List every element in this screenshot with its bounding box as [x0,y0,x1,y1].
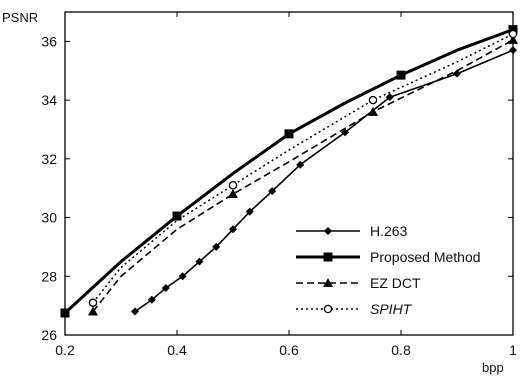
data-point-square [60,308,70,318]
data-point-circle [368,95,378,105]
y-tick-label: 34 [41,92,57,108]
y-tick-label: 36 [41,33,57,49]
legend-label: SPIHT [370,301,413,317]
series-line [92,39,514,312]
y-tick-label: 28 [41,268,57,284]
legend-label: EZ DCT [370,275,421,291]
data-point-square [396,70,406,80]
data-point-circle [228,180,238,190]
series-diamond [131,46,517,316]
data-point-triangle [368,106,378,116]
data-point-diamond [178,272,187,281]
series-triangle [88,34,518,316]
data-point-triangle [508,34,518,44]
data-point-diamond [385,93,394,102]
legend-layer: H.263 Proposed Method EZ DCT SPIHT [268,215,508,327]
series-square [60,25,518,318]
data-point-diamond [245,207,254,216]
data-point-diamond [147,295,156,304]
legend-label: Proposed Method [370,249,481,265]
data-point-diamond [229,225,237,234]
x-tick-label: 0.2 [55,342,75,358]
legend-marker-circle [323,304,333,314]
data-point-circle [508,29,518,39]
data-point-diamond [509,46,517,55]
legend-label: H.263 [370,223,408,239]
series-circle [88,29,518,307]
data-point-triangle [228,189,238,199]
legend-marker-square [323,252,333,262]
data-point-circle [88,298,98,307]
data-point-diamond [212,242,221,251]
series-line [92,33,514,304]
x-tick-label: 0.4 [167,342,187,358]
x-tick-label: 0.8 [391,342,411,358]
y-tick-label: 32 [41,151,57,167]
x-tick-label: 1 [509,342,517,358]
y-axis-label: PSNR [2,10,38,25]
x-tick-label: 0.6 [279,342,299,358]
data-point-diamond [268,187,277,196]
series-line [134,49,514,313]
series-layer [60,25,518,318]
y-tick-label: 26 [41,327,57,343]
data-point-diamond [195,257,204,266]
axis-ticks-layer: 0.2 0.4 0.6 0.8 1 26 28 30 32 34 36 [41,12,517,358]
data-point-diamond [131,307,139,316]
data-point-diamond [296,160,305,169]
data-point-diamond [453,69,461,78]
legend-marker-diamond [324,227,332,235]
data-point-square [172,211,182,221]
x-axis-label: bpp [482,360,504,375]
legend-marker-triangle [323,278,333,287]
data-point-square [284,129,294,139]
data-point-diamond [161,284,170,293]
y-tick-label: 30 [41,210,57,226]
data-point-square [508,25,518,35]
data-point-triangle [88,306,98,316]
